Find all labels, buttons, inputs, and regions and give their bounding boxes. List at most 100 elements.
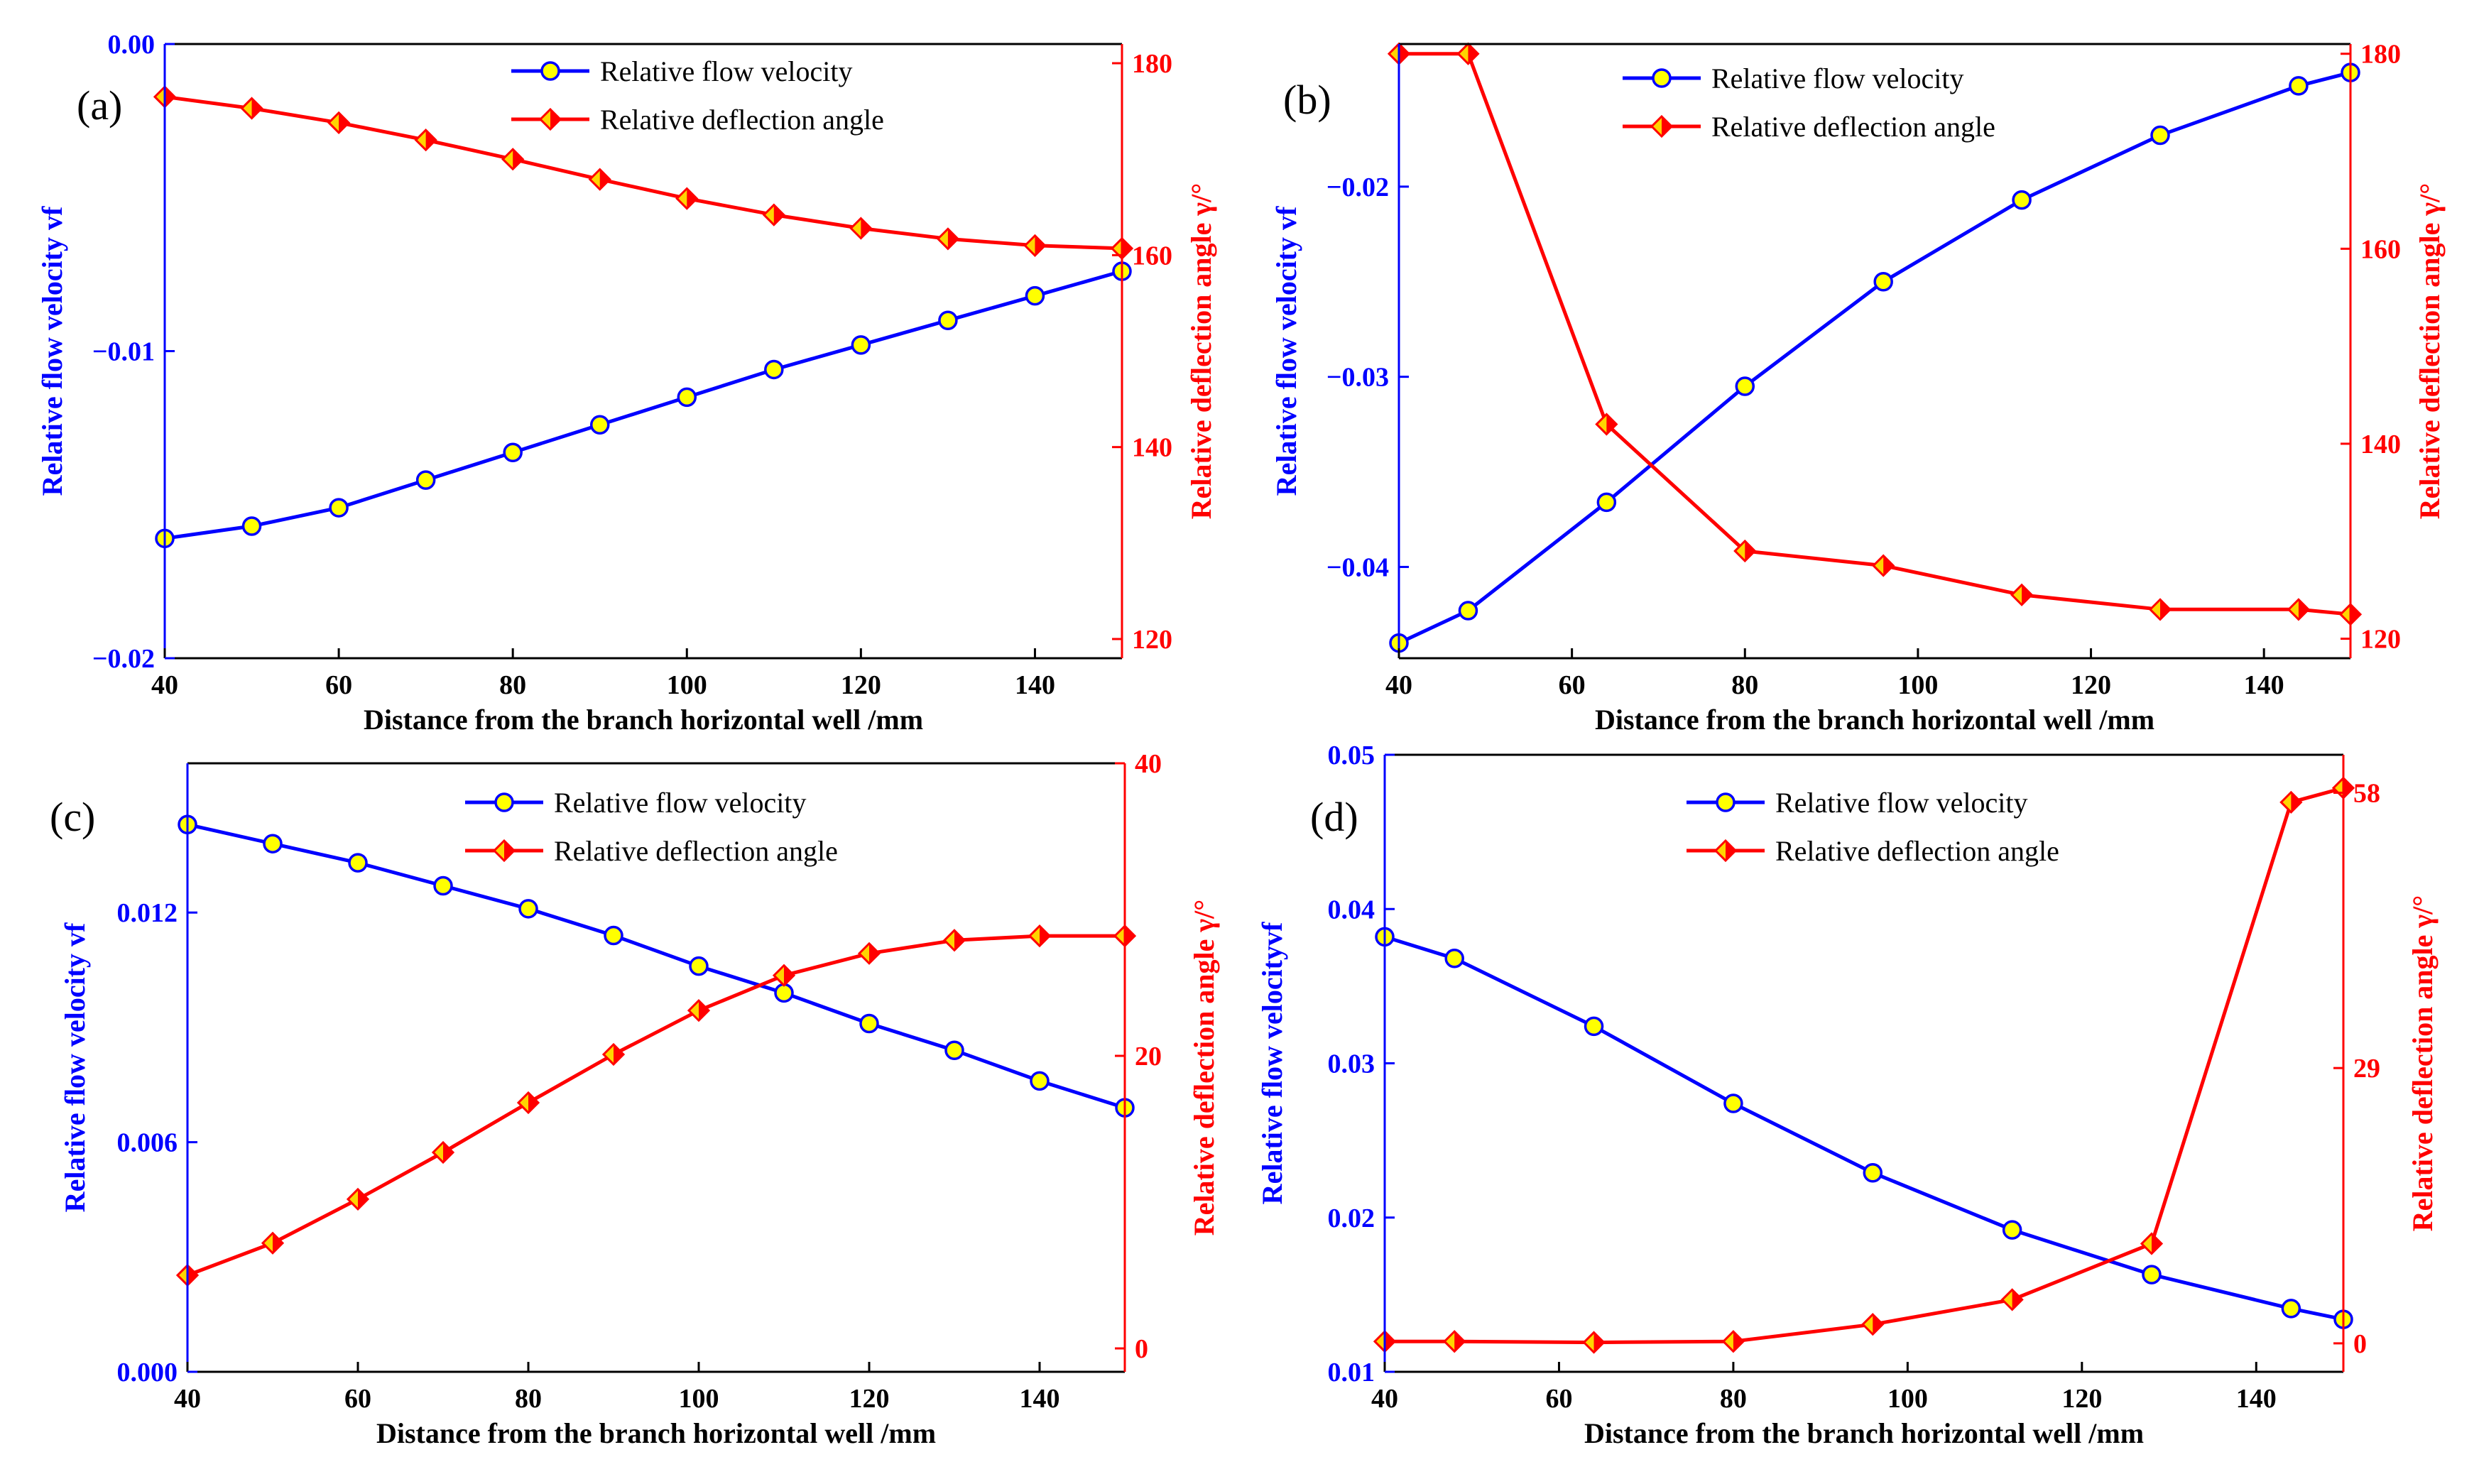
data-point-0-1 — [263, 834, 283, 853]
data-point-1-5 — [601, 1042, 626, 1066]
x-tick-label-4: 120 — [841, 670, 881, 700]
data-point-1-6 — [675, 187, 699, 210]
legend-marker-0 — [540, 61, 560, 81]
series-line-0 — [1384, 935, 2344, 1321]
data-point-1-7 — [772, 964, 796, 987]
data-point-0-3 — [1723, 1093, 1743, 1113]
x-tick-label-1: 60 — [1545, 1384, 1572, 1414]
legend-marker-1 — [1713, 839, 1738, 863]
data-point-1-6 — [2140, 1232, 2164, 1255]
series-line-0 — [164, 269, 1123, 540]
legend-marker-1 — [492, 839, 516, 863]
marker-half — [550, 109, 560, 129]
x-tick-label-2: 80 — [515, 1384, 542, 1414]
data-point-1-10 — [1023, 234, 1047, 257]
data-point-0-2 — [1584, 1016, 1604, 1037]
y-right-tick-label-1: 140 — [2360, 430, 2401, 459]
data-point-0-10 — [1030, 1071, 1050, 1091]
data-point-0-8 — [859, 1013, 879, 1034]
marker-half — [1733, 1331, 1743, 1352]
series-line-1 — [164, 94, 1123, 251]
series-line-0 — [187, 822, 1126, 1110]
x-axis-title: Distance from the branch horizontal well… — [364, 704, 923, 736]
chart-d: 40 60 80 100 120 140 0.01 0.02 0.03 0.04 0.05 0 29 58… — [1256, 741, 2439, 1449]
panel-label: (a) — [77, 82, 122, 129]
data-point-1-1 — [240, 97, 263, 120]
marker-half — [358, 1189, 368, 1209]
marker-half — [165, 87, 175, 107]
y-right-tick-label-3: 180 — [1132, 49, 1172, 79]
legend-label-0: Relative flow velocity — [554, 787, 806, 819]
marker-half — [1883, 555, 1894, 576]
y-left-tick-label-1: −0.03 — [1326, 363, 1389, 393]
marker-half — [1662, 116, 1672, 136]
data-point-1-5 — [2000, 1288, 2024, 1311]
marker-half — [273, 1233, 283, 1253]
y-right-tick-label-1: 140 — [1132, 433, 1172, 463]
marker-half — [773, 204, 784, 225]
data-point-1-5 — [588, 168, 611, 191]
data-point-1-9 — [942, 929, 966, 952]
marker-half — [1122, 238, 1132, 258]
y-left-tick-label-1: 0.02 — [1328, 1204, 1375, 1233]
marker-half — [339, 112, 349, 133]
data-point-1-1 — [1456, 42, 1480, 65]
marker-half — [614, 1044, 623, 1064]
chart-c: 40 60 80 100 120 140 0.000 0.006 0.012 0 20 40 Dista… — [50, 749, 1220, 1449]
x-tick-label-1: 60 — [344, 1384, 371, 1414]
marker-half — [425, 130, 436, 151]
marker-half — [513, 149, 523, 170]
y-left-tick-label-0: −0.04 — [1326, 552, 1389, 582]
data-point-0-1 — [1458, 601, 1478, 621]
data-point-0-6 — [2142, 1265, 2162, 1284]
legend-marker-1 — [538, 107, 562, 131]
series-line-1 — [187, 934, 1125, 1277]
y-axis-title-left: Relative flow velocity vf — [1270, 206, 1302, 496]
data-point-1-8 — [849, 217, 873, 240]
y-right-tick-label-2: 58 — [2353, 778, 2380, 808]
y-left-tick-label-0: −0.02 — [92, 644, 155, 674]
marker-half — [1035, 235, 1045, 256]
marker-half — [869, 943, 879, 964]
y-right-tick-label-2: 160 — [2360, 234, 2401, 264]
marker-half — [954, 930, 964, 951]
data-point-1-10 — [1028, 924, 1052, 948]
data-point-0-7 — [764, 359, 784, 380]
x-tick-label-1: 60 — [1559, 670, 1586, 700]
x-tick-label-5: 140 — [1015, 670, 1055, 700]
data-point-0-6 — [689, 956, 709, 976]
marker-half — [2350, 604, 2360, 625]
y-left-tick-label-0: 0.000 — [117, 1358, 178, 1387]
data-point-1-2 — [327, 111, 351, 134]
legend-label-0: Relative flow velocity — [1711, 62, 1963, 94]
data-point-1-4 — [516, 1091, 540, 1115]
data-point-0-4 — [1873, 272, 1893, 292]
y-right-tick-label-0: 0 — [1135, 1334, 1148, 1364]
chart-b: 40 60 80 100 120 140 −0.04 −0.03 −0.02 120 140 160 1… — [1270, 40, 2446, 736]
y-right-tick-label-0: 120 — [2360, 625, 2401, 655]
marker-half — [2291, 792, 2301, 812]
data-point-1-7 — [2279, 790, 2303, 814]
marker-half — [699, 1000, 709, 1021]
y-right-tick-label-0: 0 — [2353, 1329, 2367, 1359]
legend-label-1: Relative deflection angle — [1775, 835, 2059, 867]
y-axis-title-left: Relative flow velocity vf — [59, 922, 91, 1212]
data-point-1-4 — [1872, 554, 1895, 577]
marker-half — [947, 229, 958, 249]
x-tick-label-4: 120 — [849, 1384, 890, 1414]
y-axis-title-right: Relative deflection angle γ/° — [1188, 900, 1220, 1236]
x-tick-label-2: 80 — [1720, 1384, 1747, 1414]
y-right-tick-label-2: 160 — [1132, 241, 1172, 271]
y-axis-title-left: Relative flow velocity vf — [36, 206, 68, 496]
marker-half — [2012, 1289, 2022, 1310]
panel-b: 40 60 80 100 120 140 −0.04 −0.03 −0.02 120 140 160 1… — [1239, 0, 2479, 742]
data-point-1-7 — [762, 203, 785, 227]
y-right-tick-label-1: 29 — [2353, 1054, 2380, 1084]
data-point-1-7 — [2287, 598, 2311, 621]
x-axis-title: Distance from the branch horizontal well… — [1595, 704, 2154, 736]
marker-half — [2152, 1233, 2162, 1254]
data-point-0-8 — [851, 335, 871, 355]
x-tick-label-3: 100 — [679, 1384, 719, 1414]
data-point-0-4 — [503, 442, 523, 462]
